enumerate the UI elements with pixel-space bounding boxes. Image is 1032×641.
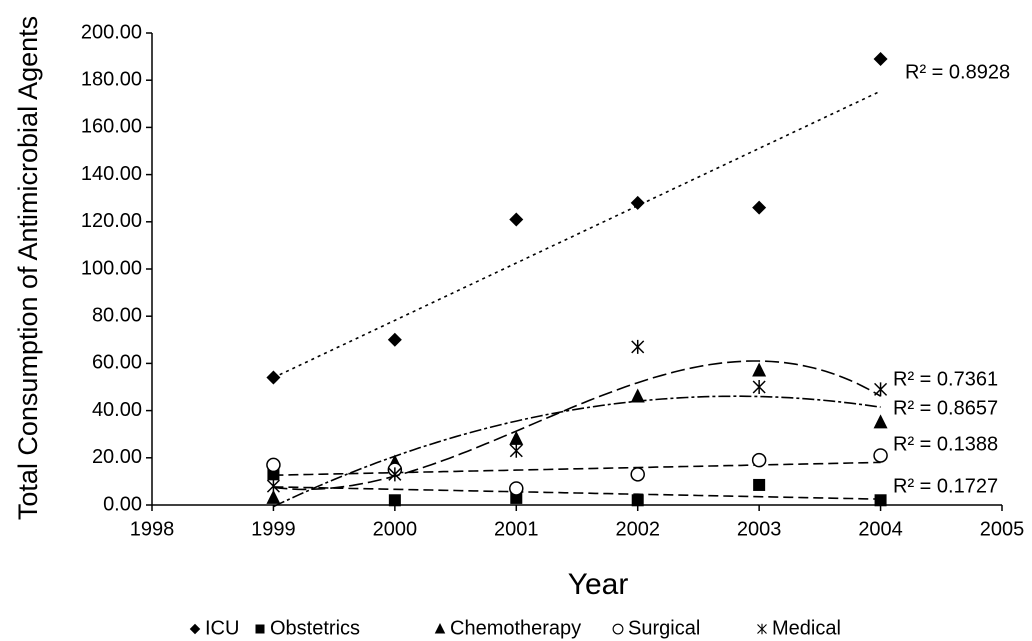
marker bbox=[509, 430, 524, 445]
legend: ICU Obstetrics Chemotherapy Surgical Medical bbox=[205, 617, 841, 639]
marker bbox=[752, 200, 767, 215]
marker bbox=[631, 494, 644, 507]
marker bbox=[874, 494, 887, 507]
marker bbox=[630, 195, 645, 210]
marker bbox=[388, 467, 402, 482]
marker bbox=[266, 370, 281, 385]
y-tick-label: 100.00 bbox=[81, 257, 142, 279]
trendline bbox=[273, 461, 881, 476]
y-tick-label: 180.00 bbox=[81, 68, 142, 90]
legend-label: ICU bbox=[205, 617, 239, 639]
marker bbox=[266, 479, 280, 494]
legend-marker bbox=[255, 624, 265, 634]
legend-label: Chemotherapy bbox=[450, 617, 581, 639]
marker bbox=[752, 380, 766, 394]
y-tick-label: 160.00 bbox=[81, 116, 142, 138]
x-tick-label: 1999 bbox=[251, 518, 296, 540]
marker bbox=[631, 339, 645, 354]
x-tick-label: 1998 bbox=[130, 518, 175, 540]
marker bbox=[752, 362, 767, 377]
marker bbox=[509, 212, 524, 227]
legend-marker bbox=[189, 623, 201, 635]
y-tick-label: 80.00 bbox=[92, 304, 142, 326]
x-tick-label: 2005 bbox=[980, 518, 1025, 540]
marker bbox=[751, 452, 767, 468]
marker bbox=[509, 481, 524, 496]
marker bbox=[873, 448, 888, 463]
x-axis-label: Year bbox=[568, 568, 629, 601]
x-tick-label: 2004 bbox=[858, 518, 903, 540]
legend-label: Surgical bbox=[628, 617, 700, 639]
trendline bbox=[273, 360, 882, 491]
marker bbox=[874, 382, 888, 397]
y-tick-label: 200.00 bbox=[81, 21, 142, 43]
trendline bbox=[273, 486, 881, 500]
y-tick-label: 120.00 bbox=[81, 210, 142, 232]
marker bbox=[873, 414, 888, 429]
trendline bbox=[273, 90, 881, 379]
marker bbox=[753, 478, 766, 491]
marker bbox=[388, 494, 401, 507]
legend-marker bbox=[757, 623, 767, 635]
r2-label: R² = 0.1388 bbox=[893, 433, 998, 455]
x-tick-label: 2000 bbox=[373, 518, 418, 540]
y-tick-label: 0.00 bbox=[103, 493, 142, 515]
x-tick-label: 2002 bbox=[615, 518, 660, 540]
marker bbox=[873, 51, 888, 66]
y-tick-label: 20.00 bbox=[92, 446, 142, 468]
legend-marker bbox=[612, 623, 624, 635]
y-tick-label: 140.00 bbox=[81, 163, 142, 185]
marker bbox=[630, 388, 645, 403]
r2-label: R² = 0.7361 bbox=[893, 368, 998, 390]
marker bbox=[630, 467, 645, 482]
y-axis-label: Total Consumption of Antimicrobial Agent… bbox=[13, 16, 43, 520]
marker bbox=[509, 443, 523, 458]
marker bbox=[266, 457, 281, 473]
x-tick-label: 2003 bbox=[737, 518, 782, 540]
legend-label: Obstetrics bbox=[270, 617, 360, 639]
legend-label: Medical bbox=[772, 617, 841, 639]
y-tick-label: 40.00 bbox=[92, 399, 142, 421]
trendline bbox=[273, 395, 881, 508]
marker bbox=[387, 332, 402, 347]
r2-label: R² = 0.8657 bbox=[893, 397, 998, 419]
legend-marker bbox=[434, 623, 446, 634]
y-tick-label: 60.00 bbox=[92, 352, 142, 374]
marker bbox=[266, 489, 281, 504]
x-tick-label: 2001 bbox=[494, 518, 539, 540]
r2-label: R² = 0.1727 bbox=[893, 475, 998, 497]
r2-label: R² = 0.8928 bbox=[905, 61, 1010, 83]
